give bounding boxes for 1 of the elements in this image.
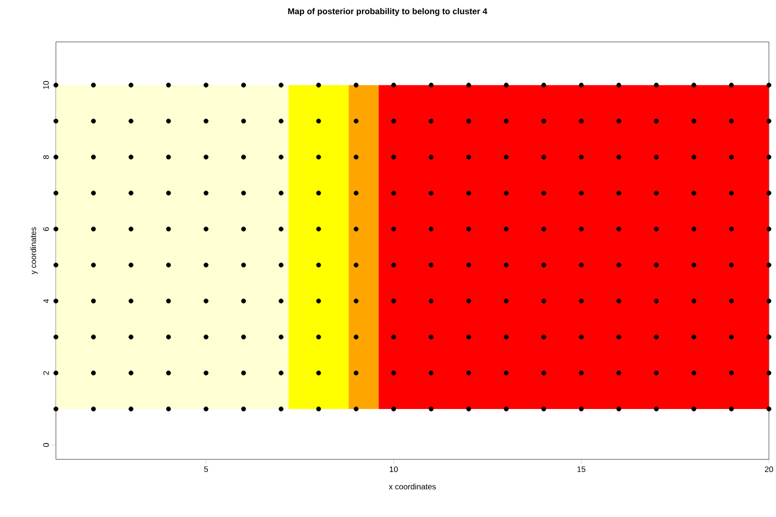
chart-title: Map of posterior probability to belong to cluster 4: [288, 8, 488, 16]
